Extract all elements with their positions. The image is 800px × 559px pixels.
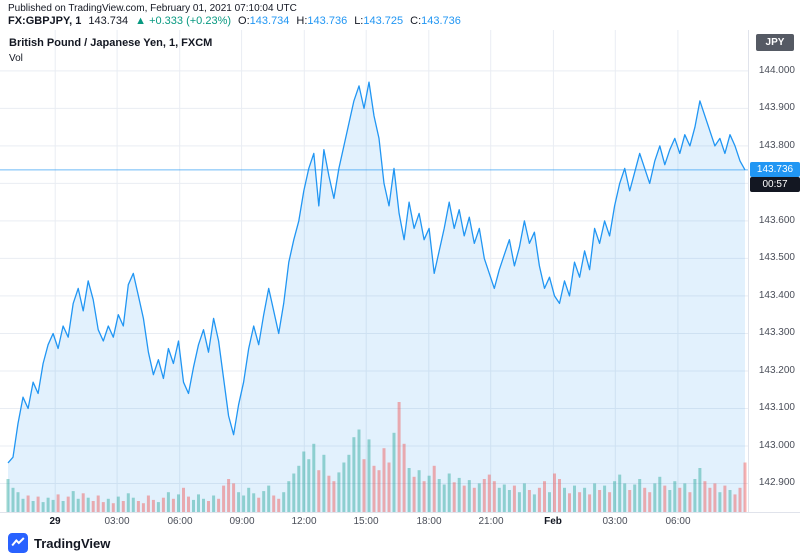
- price-area-chart[interactable]: [0, 30, 748, 512]
- time-axis-label: 12:00: [291, 516, 317, 527]
- price-axis-label: 144.000: [758, 65, 795, 76]
- price-axis-label: 143.000: [758, 440, 795, 451]
- time-axis-label: 21:00: [478, 516, 504, 527]
- currency-badge: JPY: [756, 34, 794, 51]
- price-axis-label: 143.100: [758, 402, 795, 413]
- time-axis-label: 15:00: [353, 516, 379, 527]
- published-line: Published on TradingView.com, February 0…: [8, 3, 297, 14]
- close-value: C:143.736: [410, 15, 461, 27]
- last-price: 143.734: [88, 15, 129, 27]
- price-axis-label: 142.900: [758, 477, 795, 488]
- tradingview-footer[interactable]: TradingView: [8, 533, 110, 553]
- time-axis[interactable]: 29 03:00 06:00 09:00 12:00 15:00 18:00 21:00 Feb…: [0, 512, 748, 532]
- volume-indicator-label: Vol: [9, 53, 23, 64]
- price-axis-label: 143.400: [758, 290, 795, 301]
- time-axis-label: 03:00: [602, 516, 628, 527]
- symbol-info-row: FX:GBPJPY, 1 143.734 ▲ +0.333 (+0.23%) O…: [8, 15, 461, 27]
- price-change: ▲ +0.333 (+0.23%): [135, 15, 231, 27]
- price-axis[interactable]: JPY 143.736 00:57 144.000 143.900 143.800 1…: [748, 30, 800, 512]
- price-axis-label: 143.900: [758, 102, 795, 113]
- price-axis-label: 143.800: [758, 140, 795, 151]
- price-axis-label: 143.300: [758, 327, 795, 338]
- bar-countdown-badge: 00:57: [750, 177, 800, 192]
- chart-plot-area[interactable]: British Pound / Japanese Yen, 1, FXCM Vo…: [0, 30, 748, 512]
- time-axis-label: 06:00: [665, 516, 691, 527]
- price-axis-label: 143.600: [758, 215, 795, 226]
- time-axis-label: 29: [49, 516, 61, 527]
- time-axis-label: 09:00: [229, 516, 255, 527]
- symbol-title: FX:GBPJPY, 1: [8, 15, 82, 27]
- time-axis-label: 03:00: [104, 516, 130, 527]
- high-value: H:143.736: [296, 15, 348, 27]
- last-price-badge: 143.736: [750, 162, 800, 177]
- price-axis-label: 143.200: [758, 365, 795, 376]
- time-axis-label: Feb: [544, 516, 562, 527]
- time-axis-label: 18:00: [416, 516, 442, 527]
- price-axis-label: 143.500: [758, 252, 795, 263]
- time-axis-label: 06:00: [167, 516, 193, 527]
- open-value: O:143.734: [238, 15, 290, 27]
- chart-title: British Pound / Japanese Yen, 1, FXCM: [9, 37, 213, 49]
- axis-corner: [748, 512, 800, 532]
- low-value: L:143.725: [354, 15, 404, 27]
- up-arrow-icon: ▲: [135, 15, 147, 27]
- brand-name: TradingView: [34, 535, 111, 551]
- change-text: +0.333 (+0.23%): [149, 15, 232, 27]
- tradingview-logo-icon: [8, 533, 28, 553]
